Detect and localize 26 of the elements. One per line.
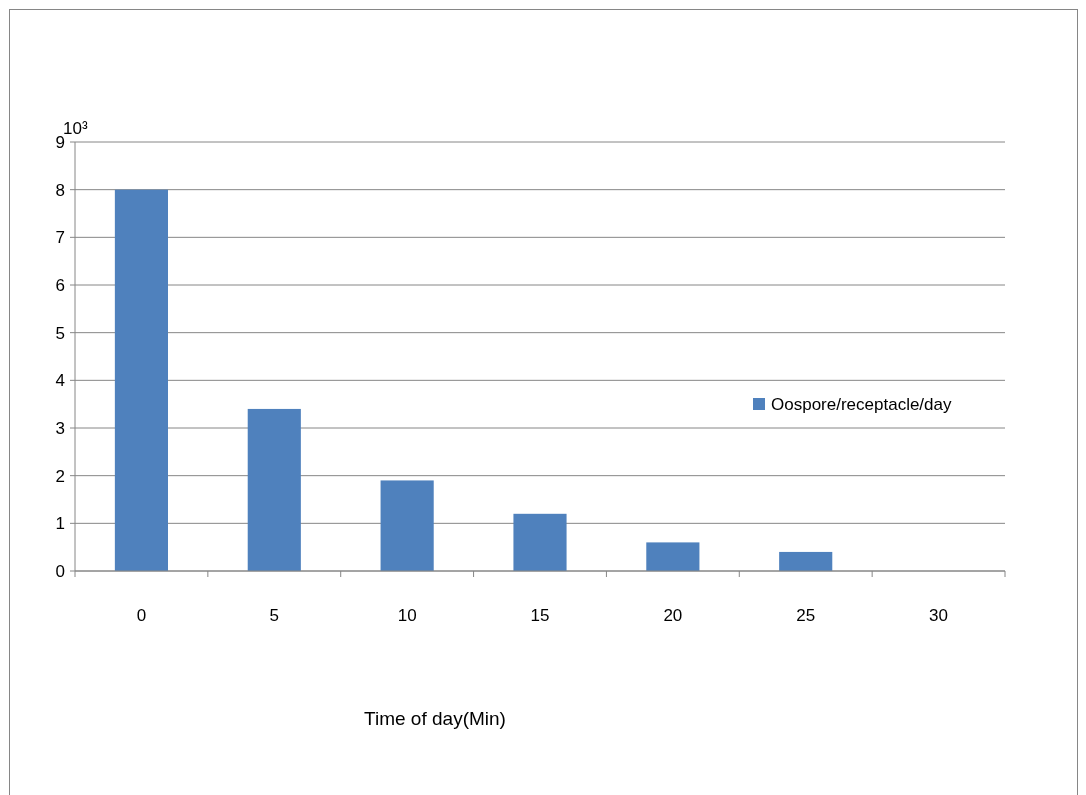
y-axis-title: 10³ [63,119,88,138]
bar [247,408,301,571]
x-tick-label: 25 [796,606,816,625]
x-tick-label: 10 [397,606,417,625]
y-tick-label: 5 [55,323,65,343]
x-tick-label: 15 [530,606,550,625]
x-tick-label: 5 [269,606,280,625]
bar [779,551,833,571]
y-tick-label: 3 [55,418,65,438]
y-tick-label: 9 [55,132,65,152]
x-tick-label: 0 [136,606,147,625]
x-axis-title: Time of day(Min) [364,708,506,729]
x-tick-label: 20 [663,606,683,625]
y-tick-label: 2 [55,466,65,486]
bar [114,189,168,571]
y-tick-label: 0 [55,561,65,581]
y-tick-label: 7 [55,228,65,248]
bar [646,542,700,571]
y-tick-label: 1 [55,514,65,534]
legend-label: Oospore/receptacle/day [771,394,952,414]
x-tick-label: 30 [929,606,949,625]
y-tick-label: 8 [55,180,65,200]
y-tick-label: 6 [55,275,65,295]
y-tick-label: 4 [55,371,65,391]
bar [513,513,567,571]
bar [380,480,434,571]
